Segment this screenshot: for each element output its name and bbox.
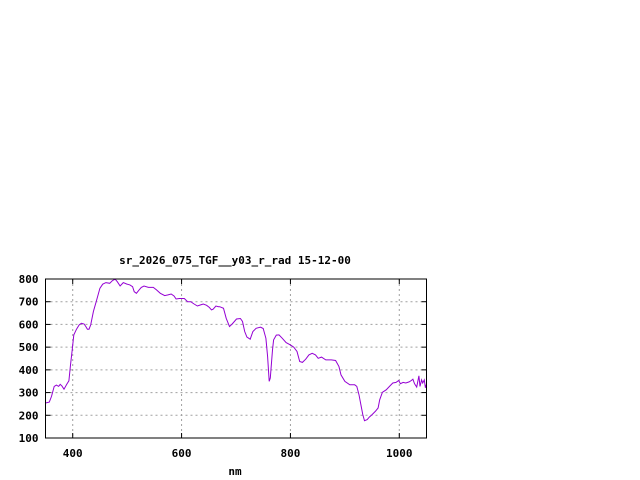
y-tick-label: 600: [19, 318, 39, 331]
series-line: [45, 278, 427, 422]
x-tick-label: 1000: [386, 447, 413, 460]
y-tick-label: 800: [19, 273, 39, 286]
x-tick-label: 600: [172, 447, 192, 460]
y-tick-label: 700: [19, 296, 39, 309]
x-tick-label: 400: [63, 447, 83, 460]
y-tick-label: 300: [19, 387, 39, 400]
chart-title: sr_2026_075_TGF__y03_r_rad 15-12-00: [119, 254, 351, 267]
x-tick-label: 800: [280, 447, 300, 460]
grid: [45, 279, 427, 438]
ticks: 100 200 300 400 500 600 700 800 400 600 800 1000: [19, 273, 427, 460]
plot-frame: [45, 278, 427, 439]
y-tick-label: 100: [19, 432, 39, 445]
x-axis-label: nm: [228, 465, 242, 478]
y-tick-label: 200: [19, 409, 39, 422]
y-tick-label: 500: [19, 341, 39, 354]
y-tick-label: 400: [19, 364, 39, 377]
